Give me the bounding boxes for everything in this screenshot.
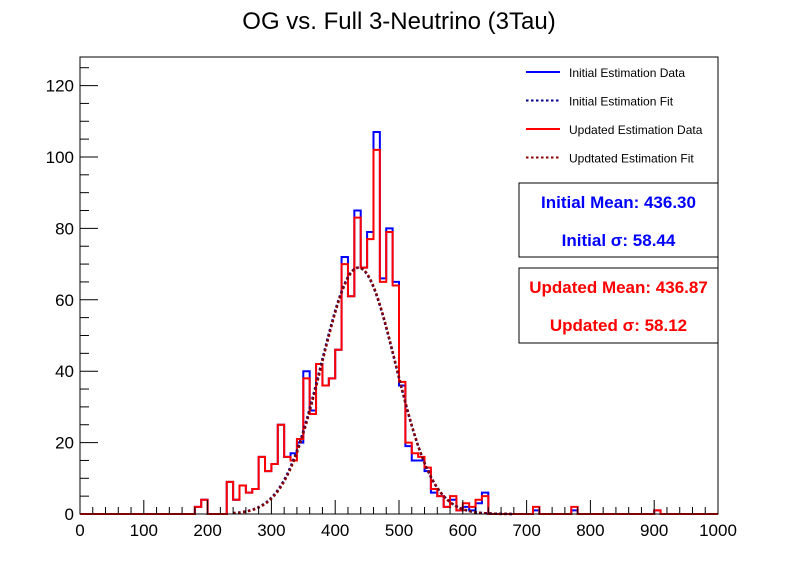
x-tick-label: 600 bbox=[449, 521, 477, 540]
x-axis: 0 100 200 300 400 500 600 700 800 900 1000 bbox=[75, 500, 737, 540]
y-tick-label: 60 bbox=[55, 291, 74, 310]
updated-fit-curve bbox=[233, 266, 514, 516]
x-tick-label: 500 bbox=[385, 521, 413, 540]
x-tick-label: 100 bbox=[130, 521, 158, 540]
stats-line: Updated Mean: 436.87 bbox=[529, 278, 708, 297]
y-axis: 0 20 40 60 80 100 120 bbox=[46, 67, 98, 524]
y-tick-label: 80 bbox=[55, 219, 74, 238]
y-tick-label: 100 bbox=[46, 148, 74, 167]
stats-line: Initial Mean: 436.30 bbox=[541, 193, 696, 212]
x-tick-label: 200 bbox=[193, 521, 221, 540]
x-tick-label: 900 bbox=[640, 521, 668, 540]
legend: Initial Estimation Data Initial Estimatio… bbox=[526, 66, 703, 166]
y-tick-label: 40 bbox=[55, 362, 74, 381]
stats-box bbox=[518, 267, 719, 344]
y-tick-label: 120 bbox=[46, 77, 74, 96]
chart-title: OG vs. Full 3-Neutrino (3Tau) bbox=[242, 8, 555, 35]
x-tick-label: 0 bbox=[75, 521, 84, 540]
y-tick-label: 20 bbox=[55, 434, 74, 453]
x-tick-label: 400 bbox=[321, 521, 349, 540]
stats-box bbox=[518, 182, 719, 258]
y-tick-label: 0 bbox=[65, 505, 74, 524]
fit-curves bbox=[233, 266, 514, 516]
legend-label: Initial Estimation Data bbox=[569, 66, 685, 80]
stats-line: Initial σ: 58.44 bbox=[562, 231, 676, 250]
stats-boxes: Initial Mean: 436.30 Initial σ: 58.44 Upda… bbox=[518, 182, 719, 344]
x-tick-label: 1000 bbox=[699, 521, 737, 540]
x-tick-label: 300 bbox=[257, 521, 285, 540]
legend-label: Updtated Estimation Fit bbox=[569, 152, 694, 166]
initial-fit-curve bbox=[233, 266, 514, 516]
legend-label: Initial Estimation Fit bbox=[569, 95, 674, 109]
legend-label: Updated Estimation Data bbox=[569, 123, 703, 137]
stats-line: Updated σ: 58.12 bbox=[550, 316, 687, 335]
x-tick-label: 700 bbox=[512, 521, 540, 540]
x-tick-label: 800 bbox=[576, 521, 604, 540]
